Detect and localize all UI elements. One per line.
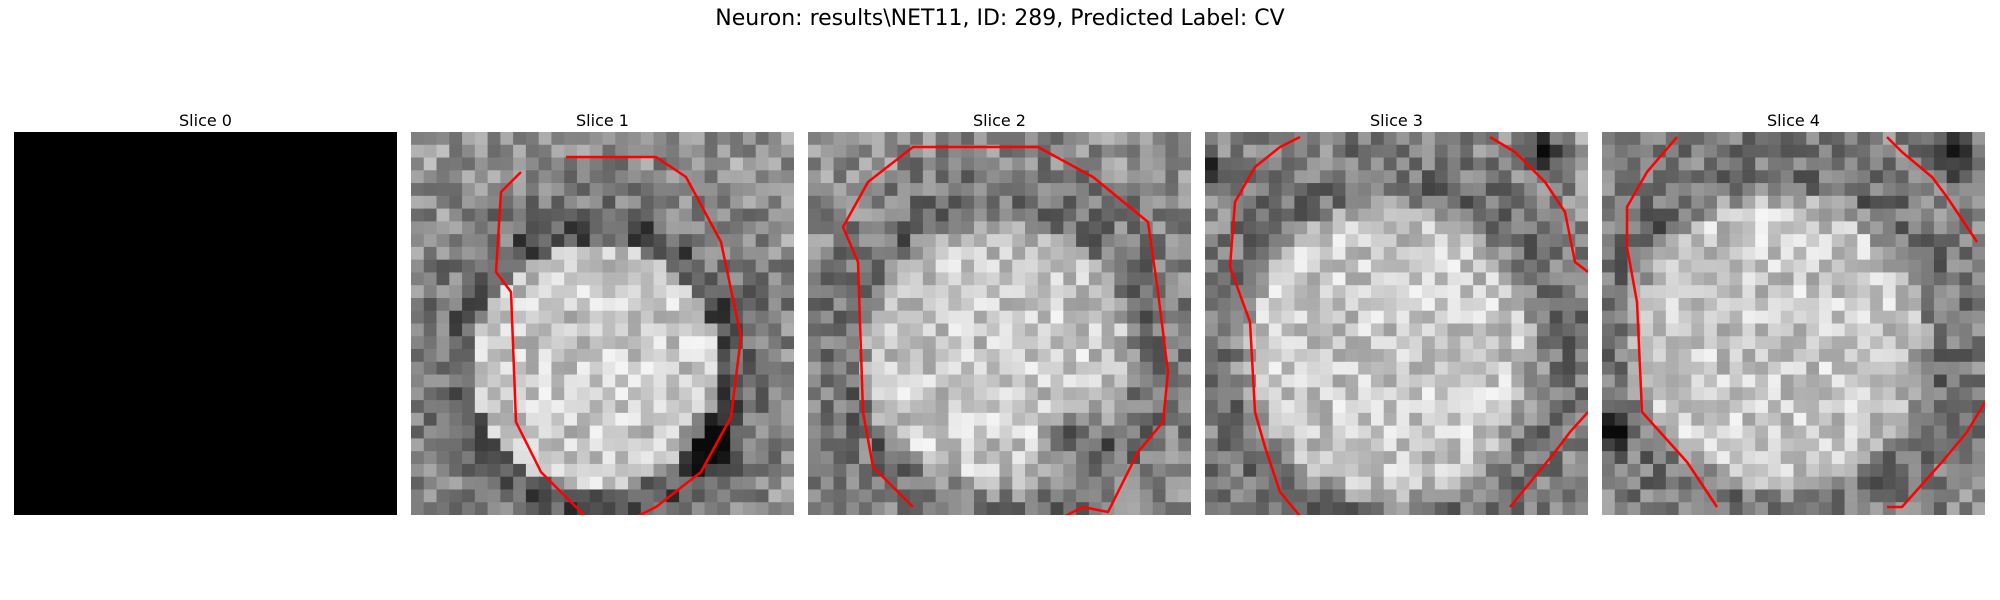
figure-title: Neuron: results\NET11, ID: 289, Predicte… [715,6,1285,31]
slice-image-3 [1205,132,1588,515]
slice-title: Slice 0 [179,111,232,130]
slice-image-1 [411,132,794,515]
segmentation-contour [841,145,1170,515]
segmentation-contour [1489,135,1588,273]
segmentation-contour [494,155,743,515]
slice-panel-3: Slice 3 [1205,110,1588,515]
slice-title: Slice 4 [1767,111,1820,130]
pixel-texture [808,132,1191,515]
slice-title: Slice 3 [1370,111,1423,130]
segmentation-contour [1625,136,1719,508]
segmentation-contour [1228,135,1301,515]
slice-image-4 [1602,132,1985,515]
black-slice-fill [14,132,397,515]
pixel-texture [1602,132,1985,515]
slice-title: Slice 1 [576,111,629,130]
segmentation-contour [1886,136,1979,243]
slice-panel-4: Slice 4 [1602,110,1985,515]
pixel-texture [411,132,794,515]
slice-panel-2: Slice 2 [808,110,1191,515]
pixel-texture [1205,132,1588,515]
segmentation-contour [1509,411,1588,508]
segmentation-contour [1887,401,1985,509]
slice-panel-1: Slice 1 [411,110,794,515]
slice-panel-0: Slice 0 [14,110,397,515]
slice-image-0 [14,132,397,515]
slice-image-2 [808,132,1191,515]
slice-title: Slice 2 [973,111,1026,130]
